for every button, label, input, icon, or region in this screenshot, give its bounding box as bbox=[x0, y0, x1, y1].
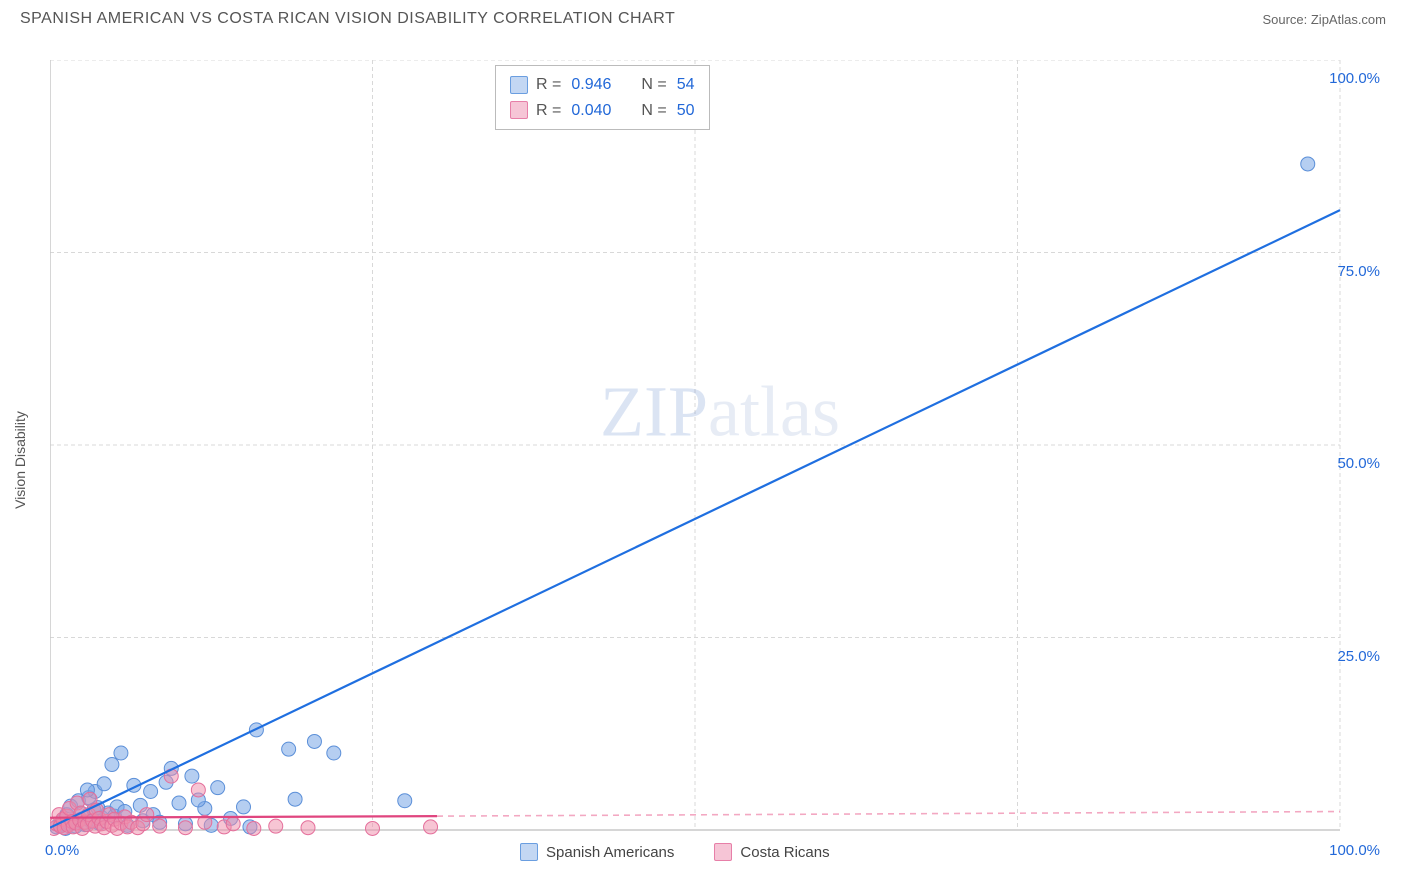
x-tick-label: 100.0% bbox=[1329, 842, 1380, 859]
chart-title: SPANISH AMERICAN VS COSTA RICAN VISION D… bbox=[20, 10, 675, 28]
series-legend-label: Spanish Americans bbox=[546, 844, 674, 861]
y-tick-label: 75.0% bbox=[1337, 263, 1380, 280]
series-legend-item: Costa Ricans bbox=[714, 843, 829, 861]
series-legend-item: Spanish Americans bbox=[520, 843, 674, 861]
source-attribution: Source: ZipAtlas.com bbox=[1262, 12, 1386, 27]
legend-swatch bbox=[510, 101, 528, 119]
y-axis-label: Vision Disability bbox=[12, 411, 28, 509]
legend-swatch bbox=[520, 843, 538, 861]
n-label: N = bbox=[641, 72, 666, 98]
correlation-legend: R = 0.946 N = 54 R = 0.040 N = 50 bbox=[495, 65, 710, 130]
y-tick-label: 100.0% bbox=[1329, 70, 1380, 87]
legend-row: R = 0.946 N = 54 bbox=[510, 72, 695, 98]
r-value: 0.946 bbox=[571, 72, 611, 98]
source-prefix: Source: bbox=[1262, 12, 1310, 27]
n-value: 50 bbox=[677, 98, 695, 124]
n-value: 54 bbox=[677, 72, 695, 98]
series-legend-label: Costa Ricans bbox=[740, 844, 829, 861]
r-label: R = bbox=[536, 98, 561, 124]
legend-swatch bbox=[714, 843, 732, 861]
r-label: R = bbox=[536, 72, 561, 98]
y-tick-label: 50.0% bbox=[1337, 455, 1380, 472]
source-link[interactable]: ZipAtlas.com bbox=[1311, 12, 1386, 27]
r-value: 0.040 bbox=[571, 98, 611, 124]
x-tick-label: 0.0% bbox=[45, 842, 79, 859]
series-legend: Spanish Americans Costa Ricans bbox=[520, 843, 830, 861]
legend-swatch bbox=[510, 76, 528, 94]
n-label: N = bbox=[641, 98, 666, 124]
legend-row: R = 0.040 N = 50 bbox=[510, 98, 695, 124]
scatter-plot-svg bbox=[50, 60, 1390, 860]
chart-area: Vision Disability ZIPatlas R =0.946N =54… bbox=[50, 60, 1390, 860]
y-tick-label: 25.0% bbox=[1337, 648, 1380, 665]
